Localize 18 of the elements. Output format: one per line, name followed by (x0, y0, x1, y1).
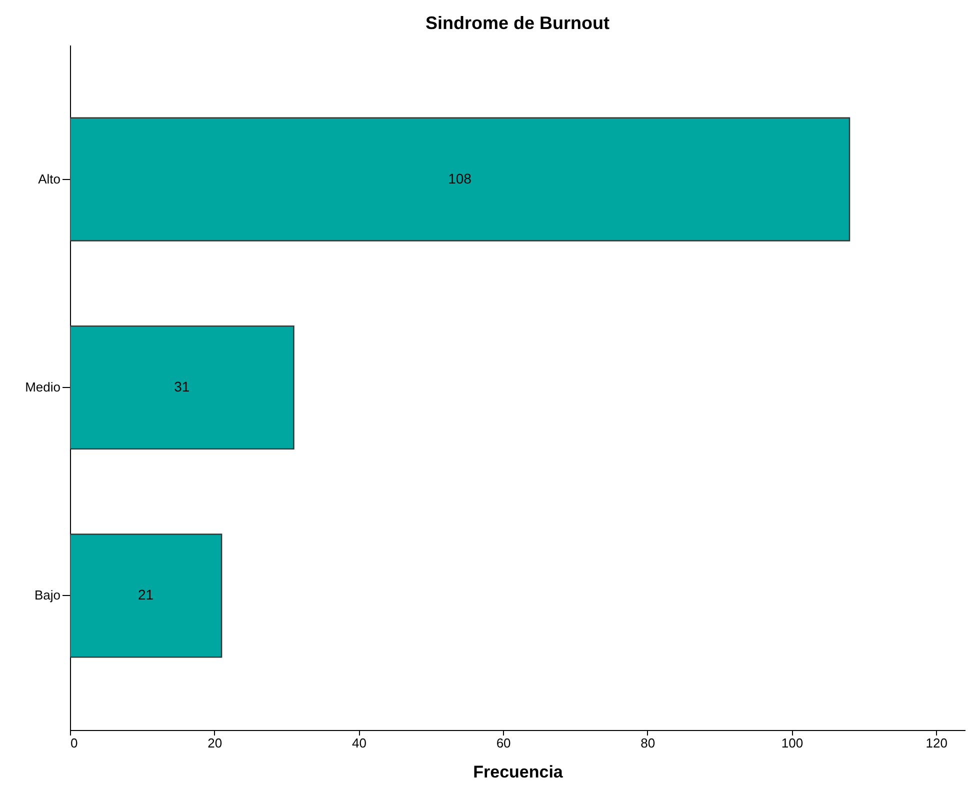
x-tick-label: 60 (496, 736, 511, 750)
data-label: 21 (138, 586, 154, 603)
data-label: 108 (448, 170, 472, 186)
bar (70, 534, 222, 658)
x-tick-label: 40 (352, 736, 366, 750)
y-tick-label: Alto (38, 171, 60, 186)
x-tick-label: 20 (208, 736, 222, 750)
x-tick-label: 0 (70, 736, 78, 750)
data-label: 31 (174, 378, 190, 394)
x-tick-label: 120 (926, 736, 948, 750)
x-tick-label: 80 (640, 736, 656, 750)
x-tick-label: 100 (781, 736, 804, 750)
x-axis-title: Frecuencia (473, 762, 564, 782)
chart-title: Sindrome de Burnout (426, 13, 610, 33)
bar (70, 325, 294, 450)
y-tick-label: Bajo (34, 588, 60, 603)
y-tick-label: Medio (25, 380, 60, 394)
bar (70, 117, 850, 242)
